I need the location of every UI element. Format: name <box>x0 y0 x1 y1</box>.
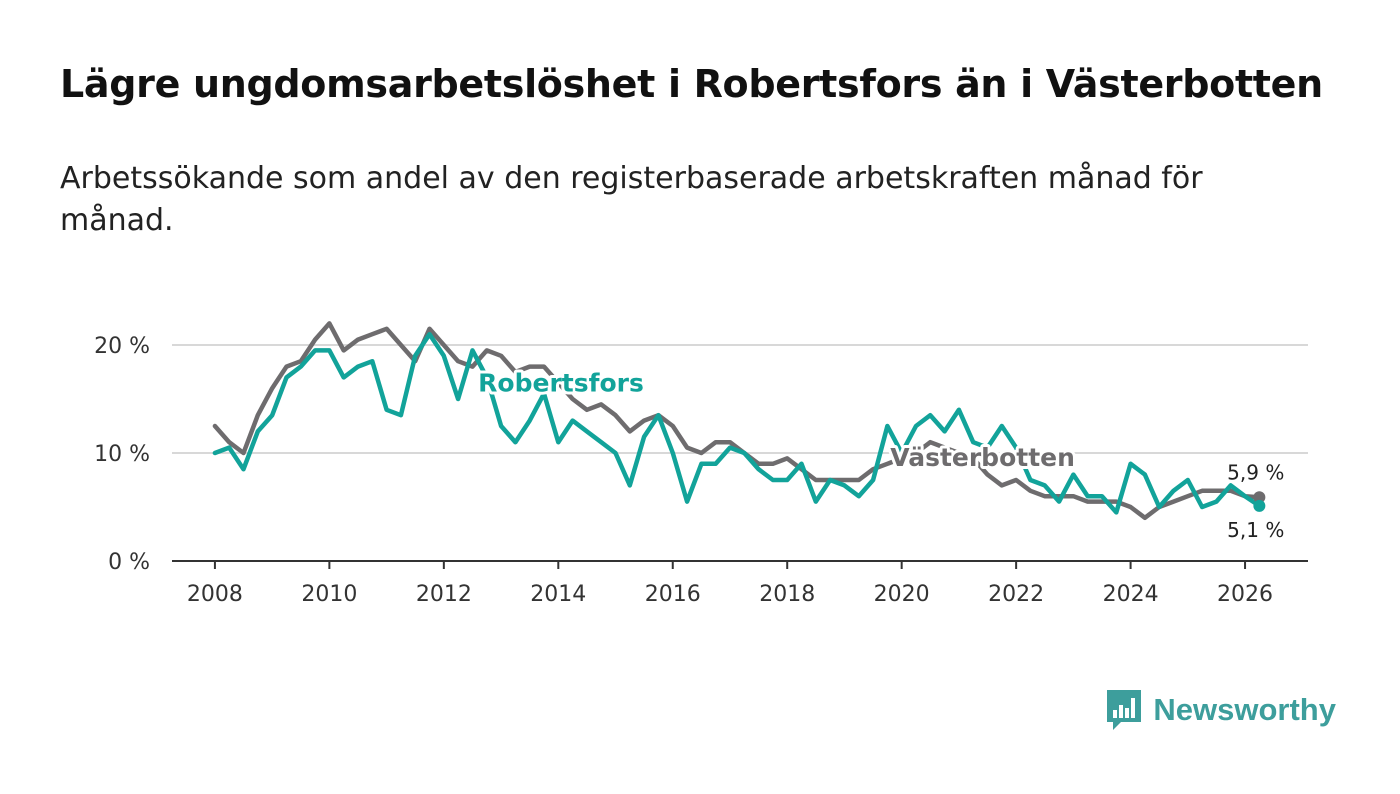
x-tick-label: 2010 <box>301 582 357 607</box>
end-value-label-vasterbotten: 5,9 % <box>1227 460 1284 484</box>
x-tick-label: 2012 <box>416 582 472 607</box>
x-tick-label: 2014 <box>530 582 586 607</box>
x-tick-label: 2022 <box>988 582 1044 607</box>
newsworthy-brand[interactable]: Newsworthy <box>1105 688 1336 732</box>
y-tick-label: 20 % <box>94 334 150 359</box>
y-tick-label: 10 % <box>94 442 150 467</box>
x-tick-label: 2016 <box>645 582 701 607</box>
chart-subtitle: Arbetssökande som andel av den registerb… <box>60 161 1203 238</box>
line-chart: 0 % 10 % 20 % 2008 2010 2012 2014 2016 2018 2020 2… <box>94 321 1308 607</box>
end-point-vasterbotten <box>1253 491 1266 504</box>
series-line-vasterbotten <box>212 321 1262 521</box>
x-tick-label: 2018 <box>759 582 815 607</box>
series-label-vasterbotten: Västerbotten <box>890 443 1075 472</box>
chart-title: Lägre ungdomsarbetslöshet i Robertsfors … <box>60 62 1323 106</box>
end-value-label-robertsfors: 5,1 % <box>1227 518 1284 542</box>
end-point-robertsfors <box>1253 499 1266 512</box>
x-tick-label: 2020 <box>874 582 930 607</box>
y-tick-label: 0 % <box>108 550 150 575</box>
x-tick-label: 2026 <box>1217 582 1273 607</box>
series-label-robertsfors: Robertsfors <box>478 368 644 397</box>
newsworthy-logo-icon <box>1107 690 1142 730</box>
x-tick-label: 2008 <box>187 582 243 607</box>
x-tick-label: 2024 <box>1103 582 1159 607</box>
series-line-robertsfors <box>212 331 1262 515</box>
brand-name: Newsworthy <box>1153 692 1336 727</box>
